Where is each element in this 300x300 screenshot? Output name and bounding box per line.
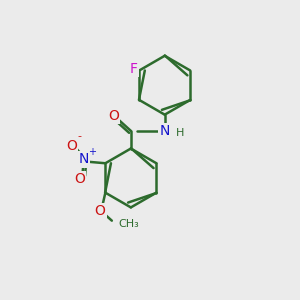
Text: H: H: [176, 128, 184, 138]
Text: CH₃: CH₃: [118, 219, 139, 229]
Text: O: O: [94, 204, 106, 218]
Text: O: O: [66, 139, 77, 153]
Text: -: -: [78, 131, 82, 141]
Text: +: +: [88, 147, 96, 158]
Text: N: N: [79, 152, 89, 167]
Text: O: O: [74, 172, 85, 186]
Text: F: F: [130, 62, 138, 76]
Text: O: O: [108, 109, 118, 123]
Text: N: N: [160, 124, 170, 138]
